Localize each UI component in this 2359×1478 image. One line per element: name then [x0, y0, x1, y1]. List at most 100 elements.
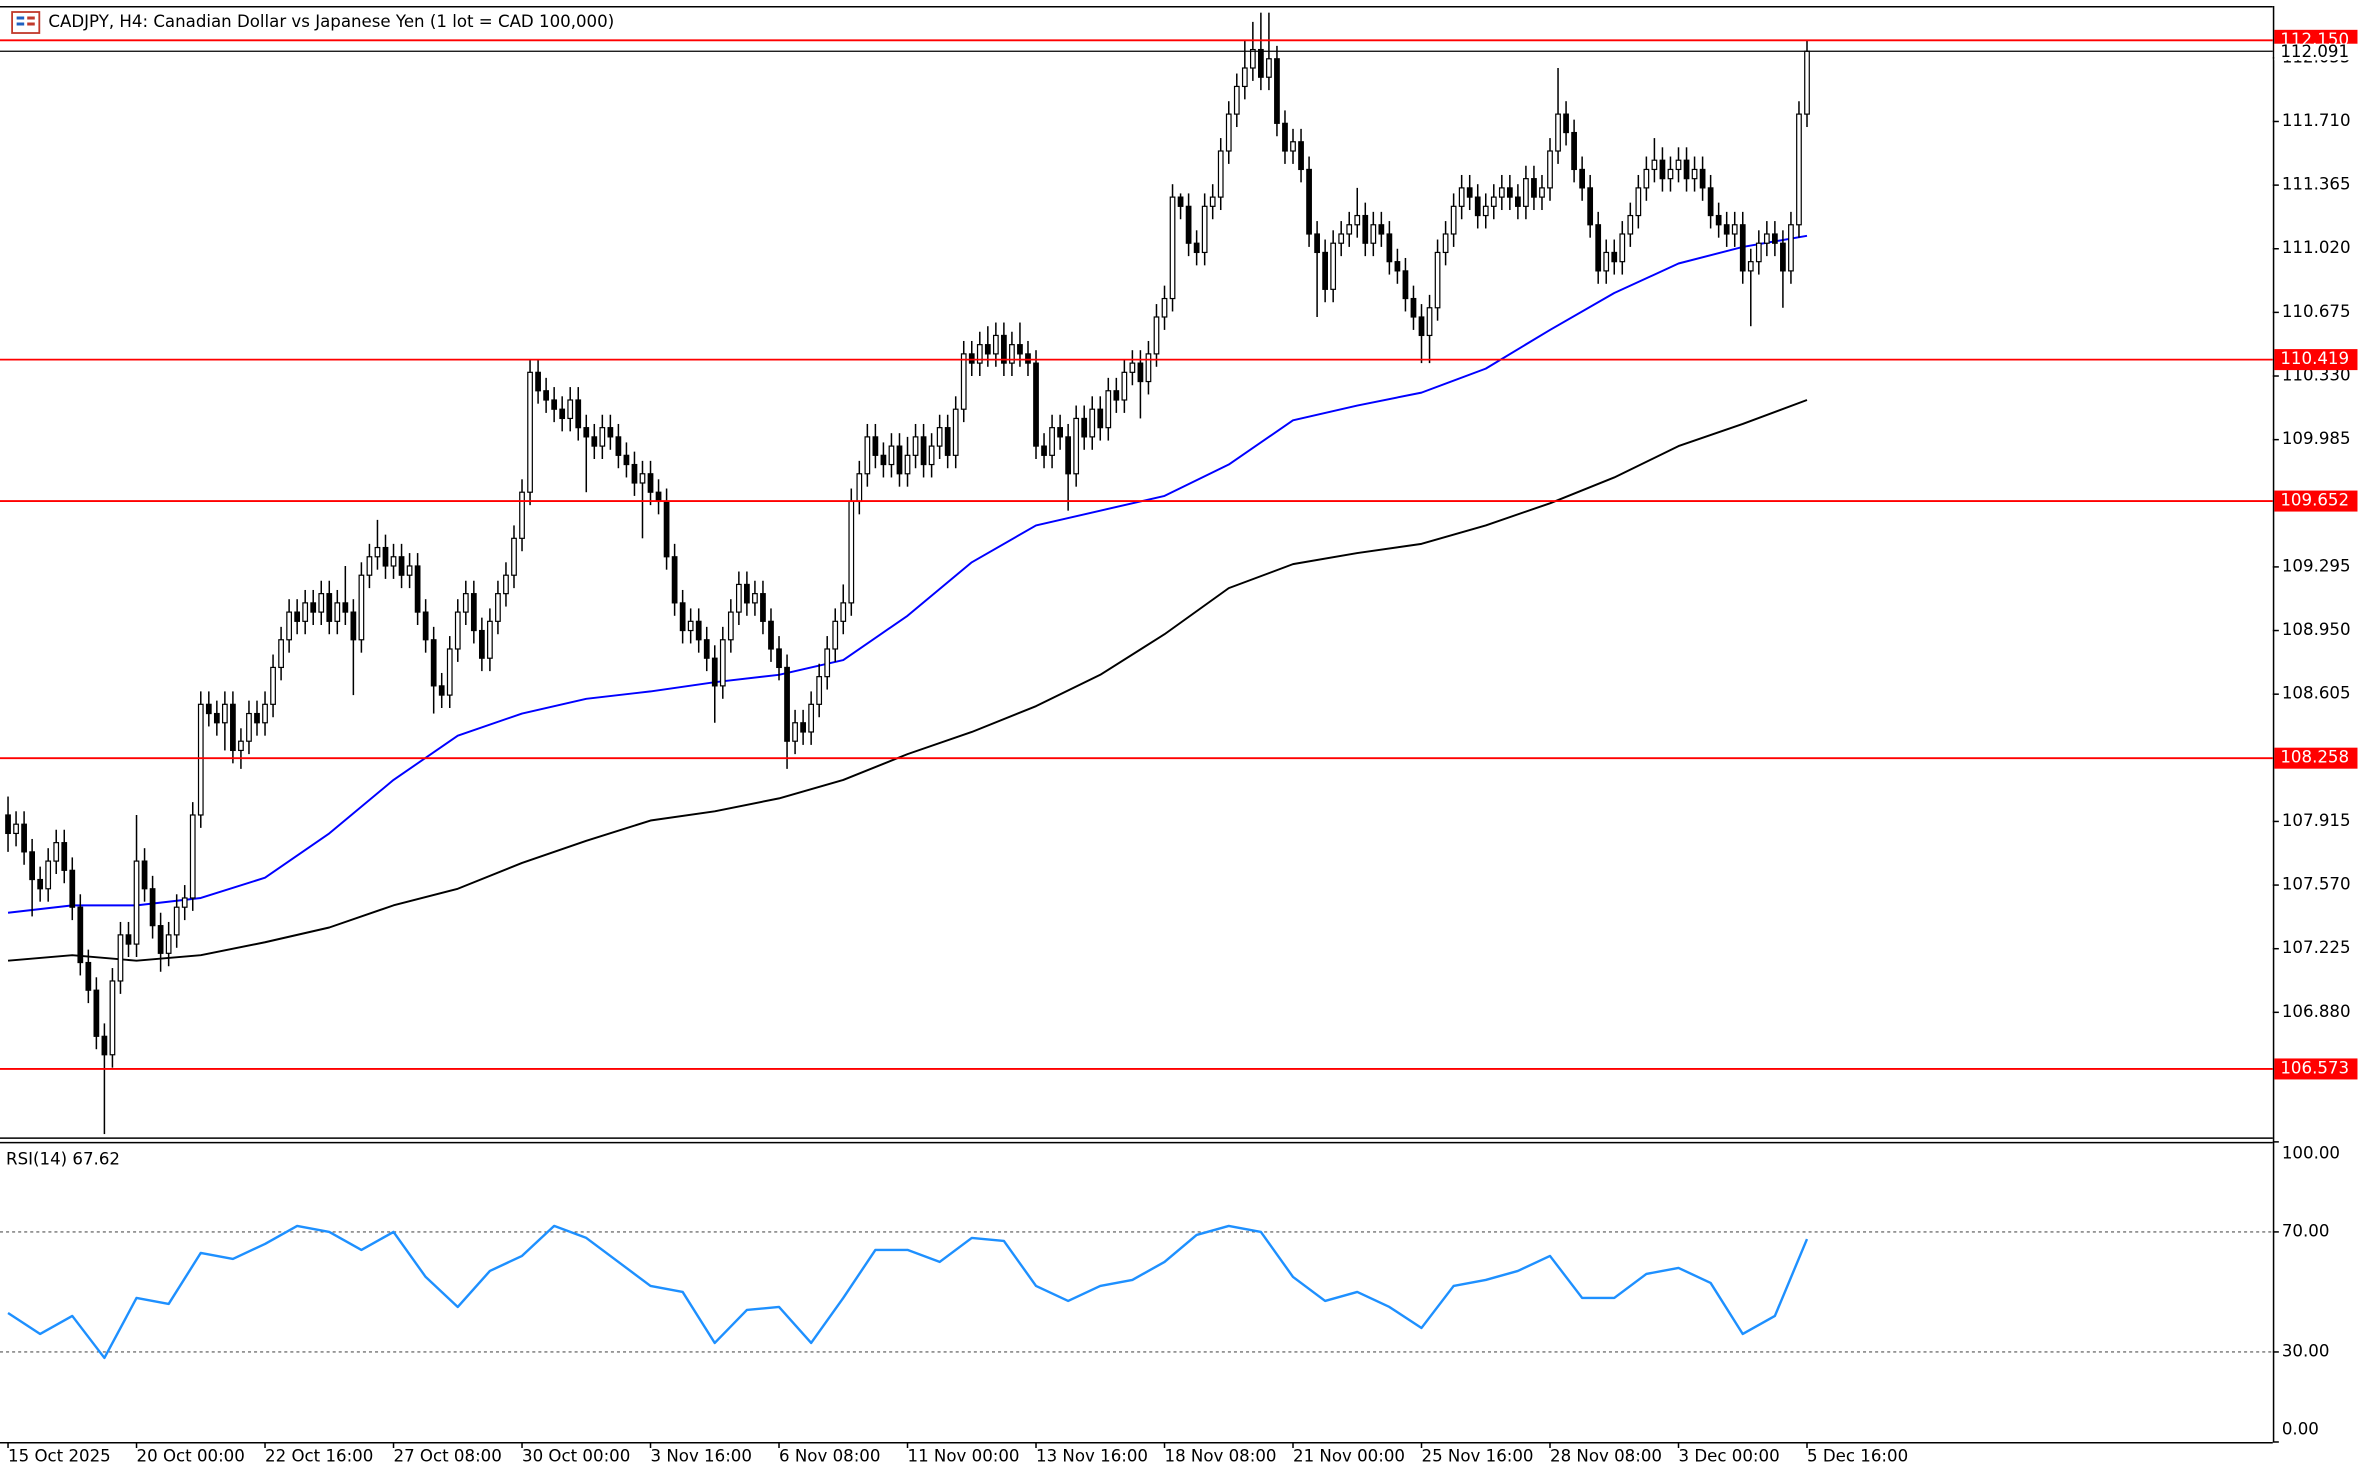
last-price-tag: [2274, 43, 2358, 61]
x-tick-label: 18 Nov 08:00: [1165, 1447, 1277, 1466]
candle-body: [1659, 159, 1666, 180]
candle-body: [1418, 316, 1425, 337]
candle-body: [1466, 187, 1473, 198]
candle-body: [238, 740, 244, 752]
price-level-tag: [2274, 747, 2358, 769]
candle-body: [165, 934, 172, 954]
y-tick-label: 109.985: [2282, 429, 2351, 448]
candle-body: [1233, 85, 1240, 115]
candle-body: [647, 473, 654, 493]
last-price-label: 112.091: [2280, 42, 2349, 61]
candle-body: [109, 980, 116, 1056]
candle-body: [133, 860, 140, 945]
y-tick-label: 107.915: [2282, 811, 2351, 830]
rsi-line: [7, 1224, 1809, 1360]
candle-body: [61, 842, 68, 871]
candle-body: [1587, 187, 1594, 226]
candle-body: [21, 823, 27, 853]
candle-body: [1121, 371, 1128, 401]
y-tick-label: 111.710: [2282, 111, 2351, 130]
candle-body: [928, 445, 935, 466]
candle-body: [1571, 131, 1577, 171]
candle-body: [286, 611, 292, 641]
candle-body: [1378, 224, 1385, 235]
candle-body: [631, 463, 638, 484]
y-tick-label: 107.225: [2282, 938, 2351, 957]
candle-body: [1258, 48, 1264, 78]
candle-body: [1699, 168, 1706, 189]
icon-bar: [27, 16, 35, 20]
candle-body: [438, 685, 445, 696]
rsi-y-tick-label: 30.00: [2282, 1341, 2330, 1360]
symbol-icon: [11, 11, 41, 34]
candle-body: [398, 556, 405, 576]
candle-body: [671, 556, 678, 604]
x-tick-label: 5 Dec 16:00: [1807, 1447, 1908, 1466]
candle-body: [1675, 159, 1682, 171]
candle-body: [719, 639, 726, 687]
candle-body: [1073, 417, 1080, 475]
candle-body: [1579, 168, 1586, 189]
x-tick-label: 28 Nov 08:00: [1550, 1447, 1662, 1466]
candle-body: [976, 344, 983, 364]
candle-body: [1402, 270, 1409, 300]
candle-body: [1619, 233, 1626, 263]
x-tick-label: 27 Oct 08:00: [394, 1447, 502, 1466]
candle-body: [350, 611, 357, 641]
candle-body: [422, 611, 429, 641]
candle-body: [1201, 205, 1208, 254]
candle-body: [503, 574, 509, 595]
candle-body: [1129, 362, 1136, 373]
candle-body: [246, 712, 252, 742]
candle-body: [205, 703, 212, 715]
candle-body: [1001, 334, 1007, 364]
candle-body: [1780, 242, 1786, 272]
candle-body: [888, 445, 895, 466]
candle-body: [1506, 187, 1513, 198]
candle-body: [1804, 50, 1810, 115]
x-tick-label: 21 Nov 00:00: [1293, 1447, 1405, 1466]
candle-body: [1563, 113, 1569, 134]
frame: [0, 6, 2275, 1444]
candle-body: [1515, 196, 1521, 207]
candle-body: [390, 556, 397, 567]
candle-body: [519, 491, 525, 539]
candle-body: [1498, 187, 1505, 198]
moving-average: [7, 234, 1808, 914]
candle-body: [470, 593, 477, 632]
icon-bar: [16, 16, 25, 20]
candle-body: [221, 703, 228, 724]
candle-body: [326, 593, 333, 622]
candle-body: [776, 648, 782, 669]
candle-body: [1274, 58, 1280, 124]
candle-body: [189, 814, 196, 899]
x-tick-label: 13 Nov 16:00: [1036, 1447, 1148, 1466]
y-tick-label: 111.020: [2282, 238, 2351, 257]
candle-body: [77, 906, 84, 964]
candle-body: [840, 602, 847, 622]
candle-body: [679, 602, 686, 632]
candle-body: [1097, 408, 1104, 429]
candle-body: [1531, 178, 1537, 198]
candle-body: [832, 620, 839, 650]
candle-body: [1643, 168, 1650, 189]
candle-body: [1338, 233, 1345, 244]
y-tick-label: 111.365: [2282, 175, 2351, 194]
candle-body: [816, 676, 823, 705]
y-tick-label: 106.880: [2282, 1002, 2351, 1021]
candle-body: [1386, 233, 1393, 263]
candle-body: [262, 703, 268, 724]
candle-body: [952, 408, 959, 456]
candle-body: [848, 500, 855, 604]
candle-body: [53, 842, 60, 862]
candle-body: [575, 399, 582, 429]
candle-body: [454, 611, 461, 650]
icon-bar: [27, 22, 35, 26]
candle-body: [495, 593, 501, 622]
rsi-y-tick-label: 0.00: [2282, 1420, 2319, 1439]
candle-body: [655, 491, 662, 503]
candle-body: [551, 399, 558, 410]
candle-body: [1763, 233, 1770, 244]
